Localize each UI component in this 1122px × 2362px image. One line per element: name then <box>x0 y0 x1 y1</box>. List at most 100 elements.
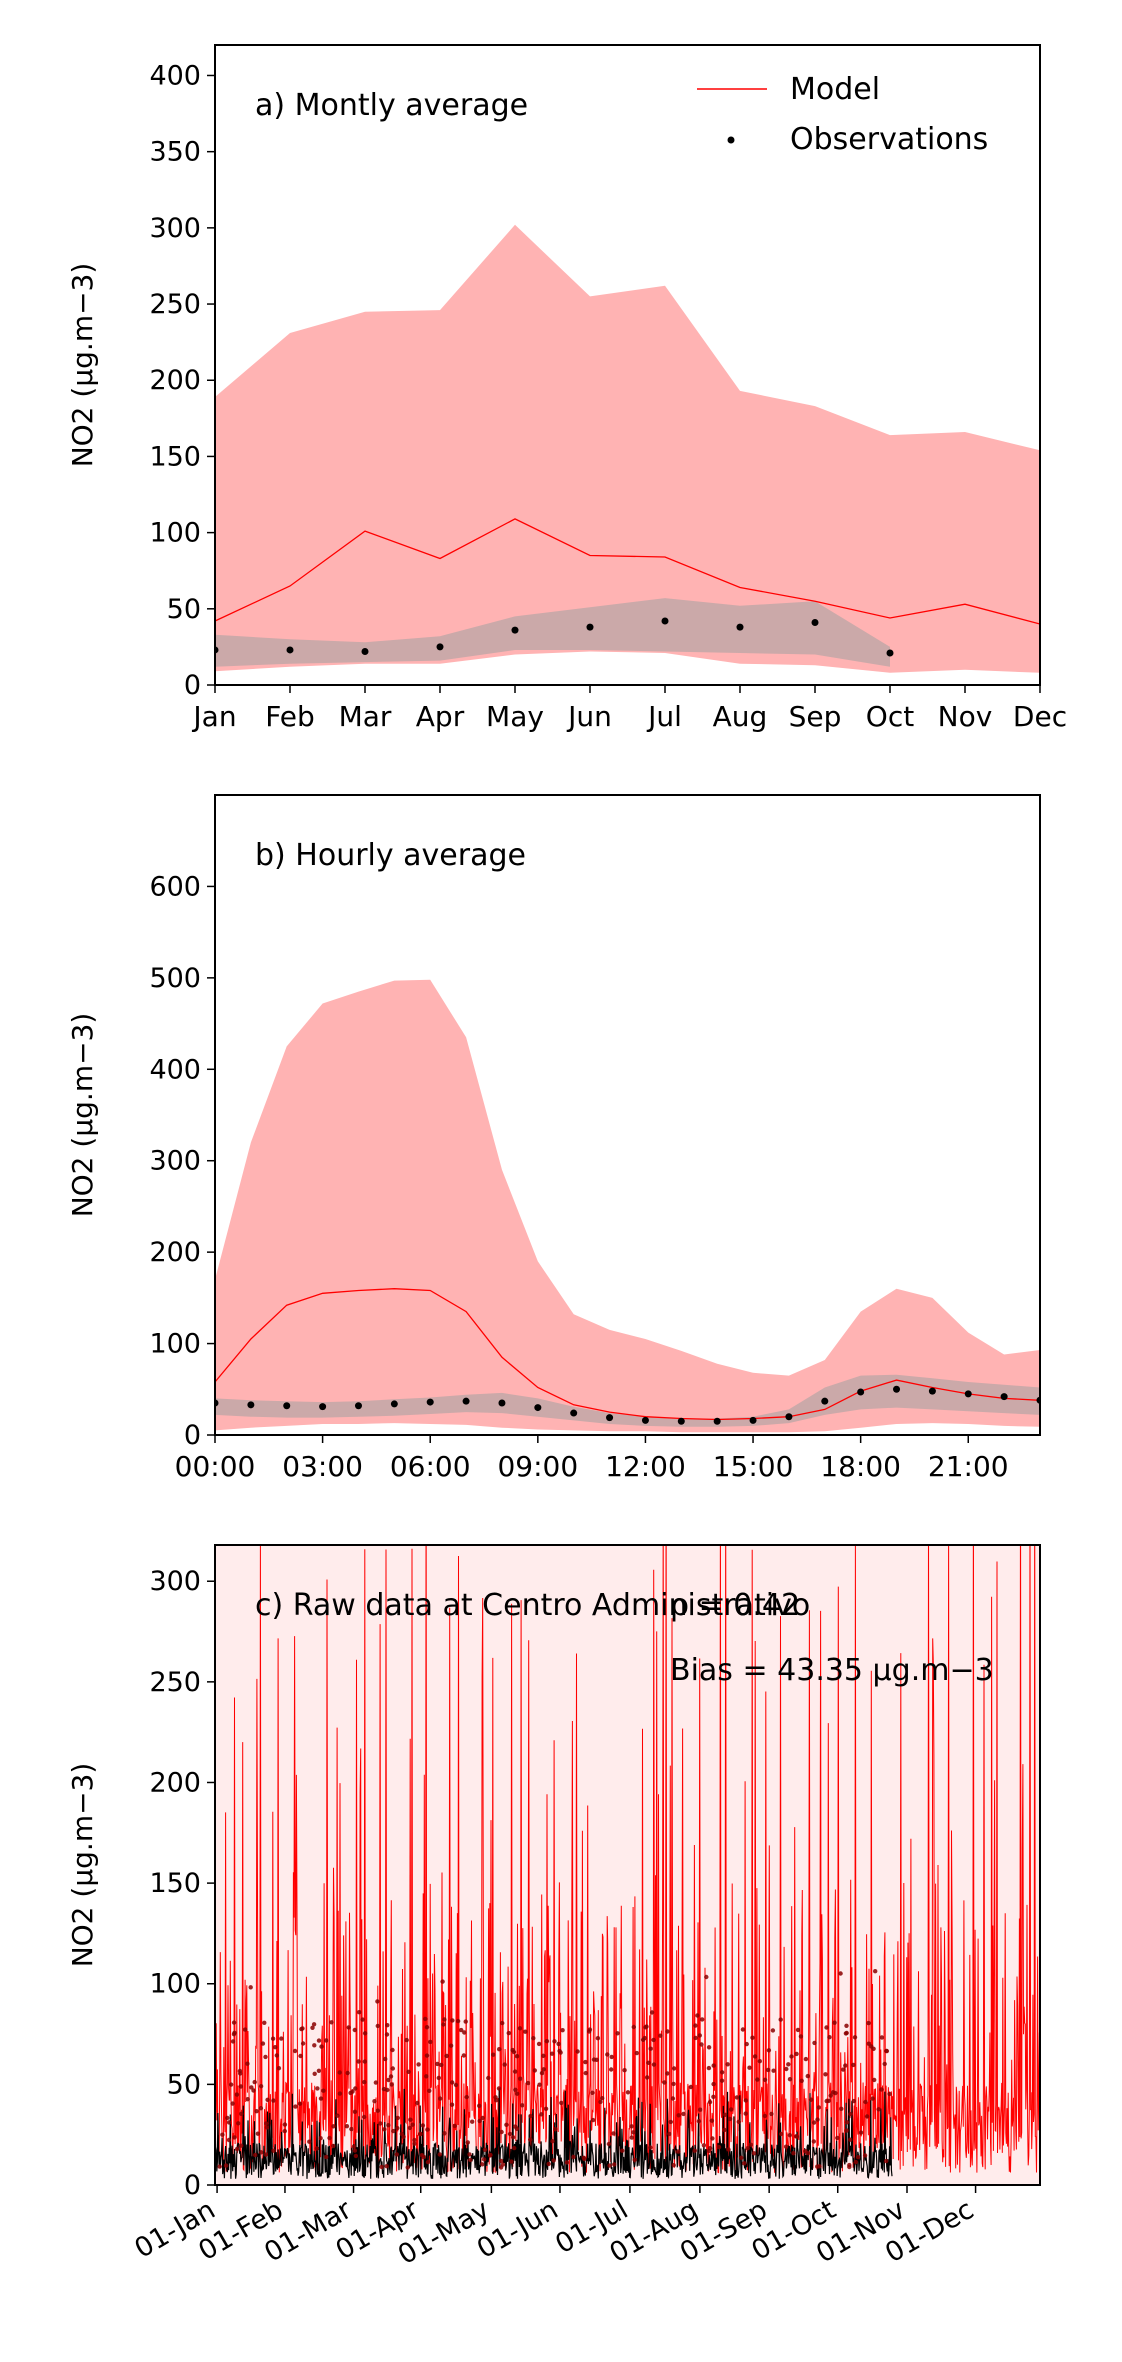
hourly-axes-frame <box>214 794 1041 1436</box>
raw-observation-point <box>264 2121 269 2126</box>
raw-observation-point <box>523 2029 528 2034</box>
raw-observation-point <box>231 2020 237 2025</box>
raw-observation-point <box>464 2094 469 2100</box>
monthly-y-axis-label: NO2 (μg.m−3) <box>66 263 99 468</box>
raw-observation-point <box>226 2120 232 2125</box>
raw-observation-point <box>873 1969 878 1974</box>
raw-observation-point <box>787 2077 793 2082</box>
raw-observation-point <box>408 2117 413 2122</box>
raw-observation-point <box>762 2077 768 2082</box>
raw-observation-point <box>352 2148 358 2153</box>
raw-observation-point <box>879 2035 885 2040</box>
raw-observation-point <box>815 2117 820 2122</box>
raw-observation-point <box>698 2107 703 2112</box>
raw-observation-point <box>373 2080 379 2085</box>
raw-observation-point <box>316 2038 322 2043</box>
raw-observation-point <box>270 2036 276 2041</box>
raw-observation-point <box>331 2143 336 2149</box>
raw-observation-point <box>832 2020 837 2025</box>
raw-observation-point <box>528 2113 533 2119</box>
raw-observation-point <box>752 2054 758 2059</box>
raw-observation-point <box>361 2114 367 2120</box>
raw-observation-point <box>549 2051 555 2056</box>
panel-hourly-average: 0 100 200 300 400 500 600 00:00 03:00 06:00 09:00 1… <box>66 794 1041 1483</box>
raw-y-tick-label: 100 <box>149 1969 201 2000</box>
raw-observation-point <box>769 2111 774 2117</box>
raw-observation-point <box>329 2020 334 2025</box>
raw-observation-point <box>805 2073 810 2079</box>
raw-observation-point <box>517 2026 523 2031</box>
raw-observation-point <box>607 2163 612 2168</box>
raw-observation-point <box>871 2046 876 2051</box>
raw-observation-point <box>477 2118 482 2124</box>
raw-observation-point <box>412 2141 417 2146</box>
monthly-observation-point <box>286 646 294 654</box>
raw-observation-point <box>710 2136 715 2141</box>
hourly-observation-point <box>821 1397 829 1405</box>
hourly-panel-label: b) Hourly average <box>255 838 526 873</box>
raw-observation-point <box>384 2032 390 2037</box>
raw-observation-point <box>391 2128 396 2134</box>
hourly-observation-point <box>713 1417 721 1425</box>
raw-observation-point <box>740 2027 746 2032</box>
raw-observation-point <box>748 2142 753 2147</box>
raw-observation-point <box>609 2054 614 2060</box>
hourly-y-tick-label: 400 <box>149 1054 201 1085</box>
monthly-plot-area <box>215 224 1040 673</box>
monthly-y-tick-label: 300 <box>149 213 201 244</box>
monthly-axes-frame <box>214 44 1041 686</box>
raw-observation-point <box>632 2157 637 2162</box>
raw-observation-point <box>382 2127 387 2132</box>
raw-y-axis-label: NO2 (μg.m−3) <box>66 1763 99 1968</box>
monthly-observation-range-band <box>215 598 890 667</box>
raw-observation-point <box>844 2120 850 2125</box>
hourly-x-tick-label: 21:00 <box>928 1450 1009 1483</box>
raw-observation-point <box>307 2139 312 2144</box>
raw-observation-point <box>587 2027 593 2032</box>
raw-observation-point <box>513 2087 518 2092</box>
raw-observation-point <box>500 2020 505 2026</box>
legend-observations-label: Observations <box>790 122 988 157</box>
raw-observation-point <box>386 2077 391 2083</box>
raw-panel-label: c) Raw data at Centro Administrativo <box>255 1588 810 1623</box>
monthly-legend: Model Observations <box>697 72 988 157</box>
raw-observation-point <box>581 2155 586 2160</box>
raw-observation-point <box>437 2152 442 2157</box>
monthly-x-tick-label: Aug <box>713 700 768 733</box>
raw-observation-point <box>512 2069 518 2074</box>
raw-observation-point <box>488 2152 493 2158</box>
raw-observation-point <box>463 2019 468 2024</box>
raw-observation-point <box>787 2133 792 2138</box>
monthly-observation-point <box>886 649 894 657</box>
raw-observation-point <box>407 2125 412 2131</box>
raw-observation-point <box>258 2084 264 2089</box>
raw-observation-point <box>725 2062 730 2067</box>
raw-observation-point <box>783 2144 789 2149</box>
hourly-observation-point <box>570 1409 578 1417</box>
raw-plot-area <box>215 1545 1040 2185</box>
monthly-observation-point <box>736 623 744 631</box>
raw-observation-point <box>786 2062 791 2067</box>
raw-observation-point <box>525 2080 531 2086</box>
raw-observation-point <box>649 2010 655 2015</box>
raw-observation-point <box>847 2162 852 2168</box>
hourly-x-tick-label: 00:00 <box>175 1450 256 1483</box>
raw-observation-point <box>230 2101 235 2106</box>
raw-observation-point <box>238 2084 244 2089</box>
raw-observation-point <box>600 2096 605 2101</box>
raw-observation-point <box>321 2088 326 2093</box>
raw-observation-point <box>707 2099 713 2105</box>
raw-observation-point <box>629 2135 634 2140</box>
raw-observation-point <box>609 2067 614 2072</box>
monthly-observation-point <box>361 647 369 655</box>
hourly-observation-point <box>606 1414 614 1422</box>
raw-observation-point <box>852 2035 858 2040</box>
raw-observation-point <box>378 2121 383 2126</box>
raw-observation-point <box>676 2113 681 2118</box>
raw-observation-point <box>520 2103 525 2108</box>
raw-observation-point <box>225 2115 230 2121</box>
raw-observation-point <box>668 2119 673 2125</box>
raw-observation-point <box>571 2154 576 2160</box>
raw-observation-point <box>461 2053 466 2058</box>
raw-observation-point <box>491 2052 496 2057</box>
